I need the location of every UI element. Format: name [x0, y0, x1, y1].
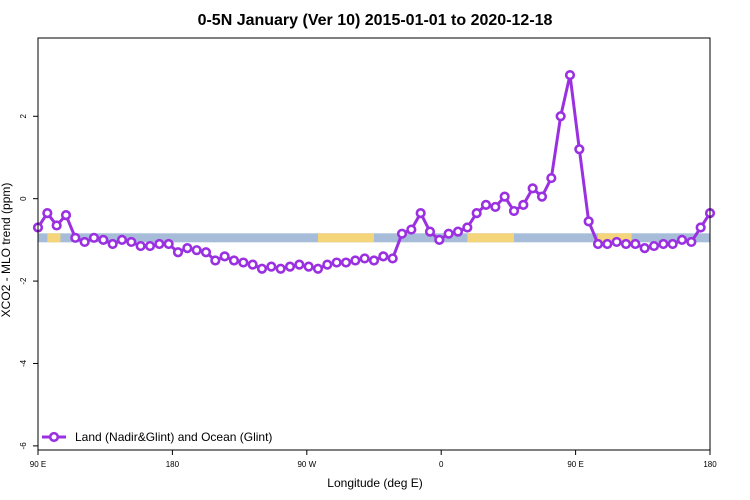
data-point	[70, 232, 81, 243]
y-tick-label: -4	[19, 359, 28, 367]
y-tick-label: -6	[19, 442, 28, 450]
data-point	[620, 238, 632, 250]
data-point	[331, 257, 342, 268]
data-point	[79, 236, 90, 248]
data-point	[695, 222, 706, 233]
data-point	[490, 201, 501, 213]
data-point	[452, 226, 464, 237]
data-point	[340, 257, 352, 268]
data-point	[135, 240, 146, 252]
data-point	[116, 234, 128, 245]
y-tick-label: 0	[19, 196, 28, 201]
data-point	[480, 199, 492, 210]
data-point	[88, 232, 100, 243]
data-point	[368, 255, 380, 266]
data-point	[163, 238, 174, 250]
legend-swatch-marker	[48, 431, 60, 443]
data-point	[536, 191, 548, 202]
data-point	[611, 236, 622, 248]
data-point	[564, 69, 576, 81]
data-point	[555, 111, 566, 122]
legend: Land (Nadir&Glint) and Ocean (Glint)	[42, 430, 272, 444]
data-point	[592, 238, 604, 250]
y-tick-label: 2	[19, 114, 28, 119]
data-point	[42, 208, 53, 219]
legend-entry-label: Land (Nadir&Glint) and Ocean (Glint)	[75, 430, 272, 444]
data-point	[658, 238, 669, 250]
x-tick-label: 90 E	[567, 460, 583, 469]
data-point	[256, 263, 268, 274]
y-axis: 2 0 -2 -4 -6	[19, 114, 38, 450]
data-point	[396, 228, 408, 239]
data-point	[322, 259, 333, 270]
chart-title: 0-5N January (Ver 10) 2015-01-01 to 2020…	[198, 12, 553, 29]
data-point	[387, 253, 398, 264]
y-axis-label: XCO2 - MLO trend (ppm)	[0, 183, 13, 318]
data-point	[294, 259, 305, 270]
data-point	[126, 236, 137, 248]
x-axis: 90 E 180 90 W 0 90 E 180	[30, 450, 717, 469]
data-point	[527, 183, 538, 194]
data-point	[686, 236, 697, 248]
data-point	[247, 259, 258, 270]
data-point	[676, 234, 688, 245]
data-point	[51, 220, 62, 231]
x-tick-label: 90 W	[297, 460, 316, 469]
data-point	[182, 243, 193, 254]
data-point	[583, 216, 594, 227]
data-point	[499, 191, 510, 202]
data-point	[518, 199, 529, 210]
land-band-segment	[598, 233, 617, 243]
land-band-segment	[318, 233, 374, 243]
data-point	[191, 245, 202, 256]
data-point	[238, 257, 249, 268]
data-point	[359, 253, 370, 264]
data-point	[602, 238, 613, 250]
data-point	[378, 251, 389, 262]
y-tick-label: -2	[19, 277, 28, 285]
land-band-segment	[467, 233, 514, 243]
data-point	[210, 255, 221, 266]
surface-band	[38, 233, 710, 243]
data-point	[424, 226, 436, 237]
x-tick-label: 0	[439, 460, 444, 469]
data-point	[266, 261, 277, 272]
data-point	[667, 238, 678, 250]
data-point	[630, 238, 641, 250]
data-point	[406, 224, 417, 235]
series-layer	[32, 69, 716, 274]
data-point	[312, 263, 324, 274]
data-point	[648, 240, 660, 252]
data-point	[284, 261, 296, 272]
data-point	[200, 247, 212, 258]
x-tick-label: 90 E	[30, 460, 46, 469]
land-band-segment	[616, 233, 632, 243]
data-point	[154, 238, 165, 250]
data-point	[508, 205, 520, 217]
land-band-segment	[47, 233, 61, 243]
x-tick-label: 180	[703, 460, 717, 469]
data-point	[443, 228, 454, 239]
data-point	[275, 263, 286, 274]
data-point	[60, 210, 72, 221]
data-point	[172, 247, 184, 258]
data-point	[98, 234, 109, 245]
data-point	[639, 243, 650, 254]
data-point	[107, 238, 118, 250]
data-point	[303, 261, 314, 272]
x-tick-label: 180	[166, 460, 180, 469]
data-point	[228, 255, 240, 266]
data-point	[415, 208, 426, 219]
data-point	[219, 251, 230, 262]
data-point	[471, 208, 482, 219]
data-point	[462, 222, 473, 233]
data-point	[434, 234, 445, 245]
x-axis-label: Longitude (deg E)	[327, 476, 422, 490]
plot-frame	[37, 37, 711, 451]
data-point	[574, 144, 585, 155]
data-point	[546, 172, 557, 184]
data-point	[350, 255, 361, 266]
data-point	[144, 240, 156, 252]
